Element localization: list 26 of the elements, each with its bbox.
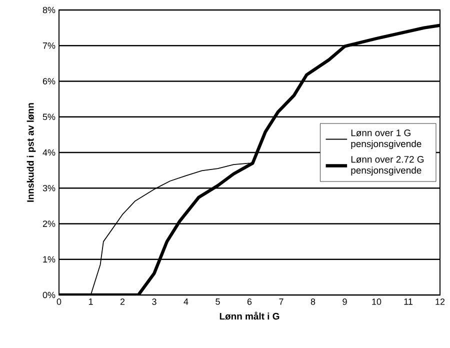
x-tick-label: 2 — [120, 298, 125, 305]
x-tick-label: 6 — [247, 298, 252, 305]
y-axis-title: Innskudd i pst av lønn — [26, 103, 36, 202]
x-tick-label: 8 — [310, 298, 316, 305]
x-tick-label: 4 — [184, 298, 188, 305]
x-tick-label: 1 — [88, 298, 93, 305]
y-tick-label: 6% — [42, 78, 56, 84]
y-tick-label: 0% — [42, 292, 56, 298]
y-tick-label: 5% — [42, 114, 56, 120]
x-tick-label: 0 — [56, 298, 62, 305]
legend-label: Lønn over 2.72 G pensjonsgivende — [351, 156, 424, 176]
x-tick-label: 3 — [152, 298, 156, 305]
legend-label: Lønn over 1 G pensjonsgivende — [351, 129, 422, 150]
x-axis-title: Lønn målt i G — [220, 312, 280, 320]
x-tick-label: 10 — [372, 298, 382, 305]
x-tick-label: 9 — [342, 298, 347, 305]
y-tick-label: 8% — [42, 6, 56, 14]
y-tick-label: 1% — [43, 256, 56, 263]
y-tick-label: 2% — [42, 220, 56, 227]
x-tick-label: 12 — [436, 298, 445, 305]
x-tick-label: 11 — [404, 298, 412, 305]
y-tick-label: 3% — [42, 184, 56, 192]
y-tick-label: 4% — [42, 149, 56, 156]
x-tick-label: 7 — [279, 298, 284, 305]
y-tick-label: 7% — [42, 42, 56, 49]
x-tick-label: 5 — [216, 298, 220, 305]
